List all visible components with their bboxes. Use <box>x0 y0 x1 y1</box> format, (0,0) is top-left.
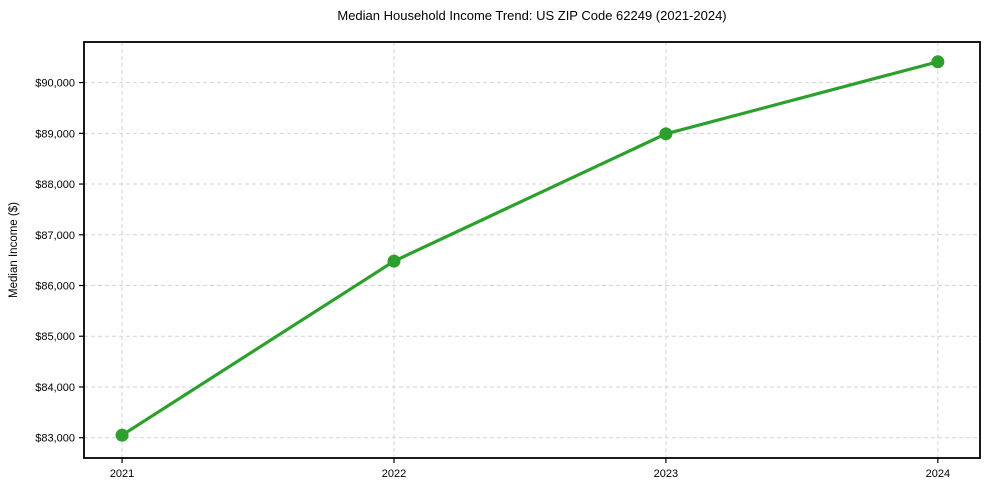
chart-title: Median Household Income Trend: US ZIP Co… <box>337 8 727 23</box>
x-tick-label: 2022 <box>382 468 406 480</box>
plot-frame <box>83 41 981 459</box>
y-tick-label: $88,000 <box>35 179 75 191</box>
y-tick-label: $89,000 <box>35 128 75 140</box>
y-tick-label: $83,000 <box>35 433 75 445</box>
y-tick-label: $85,000 <box>35 331 75 343</box>
data-point-2021 <box>115 428 129 442</box>
x-tick-label: 2023 <box>654 468 678 480</box>
y-tick-label: $84,000 <box>35 382 75 394</box>
data-point-2023 <box>659 127 673 141</box>
trend-line <box>120 60 940 437</box>
y-tick-label: $86,000 <box>35 281 75 293</box>
data-point-2024 <box>931 55 945 69</box>
y-tick-label: $90,000 <box>35 78 75 90</box>
y-tick-label: $87,000 <box>35 230 75 242</box>
x-tick-label: 2024 <box>926 468 950 480</box>
data-point-2022 <box>387 254 401 268</box>
x-tick-label: 2021 <box>110 468 134 480</box>
